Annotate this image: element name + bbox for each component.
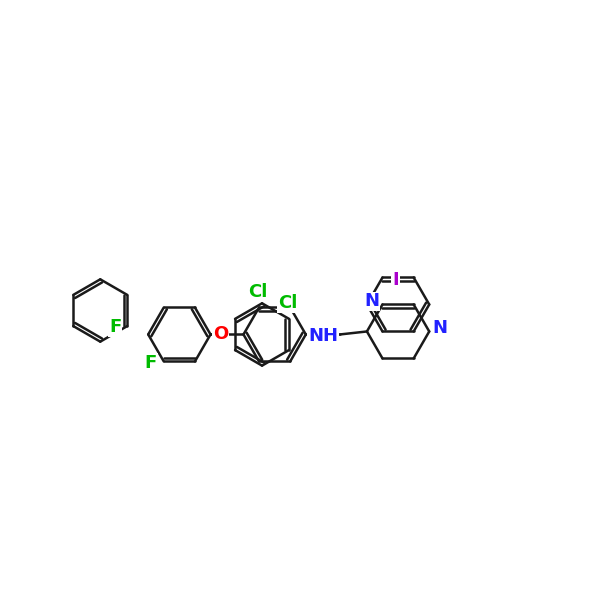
Text: Cl: Cl [278,294,297,312]
Text: F: F [144,354,157,372]
Text: N: N [364,292,379,311]
Text: O: O [213,326,228,344]
Text: N: N [432,320,447,338]
Text: Cl: Cl [248,283,267,301]
Text: I: I [393,271,399,289]
Text: NH: NH [308,327,338,346]
Text: F: F [109,318,122,336]
